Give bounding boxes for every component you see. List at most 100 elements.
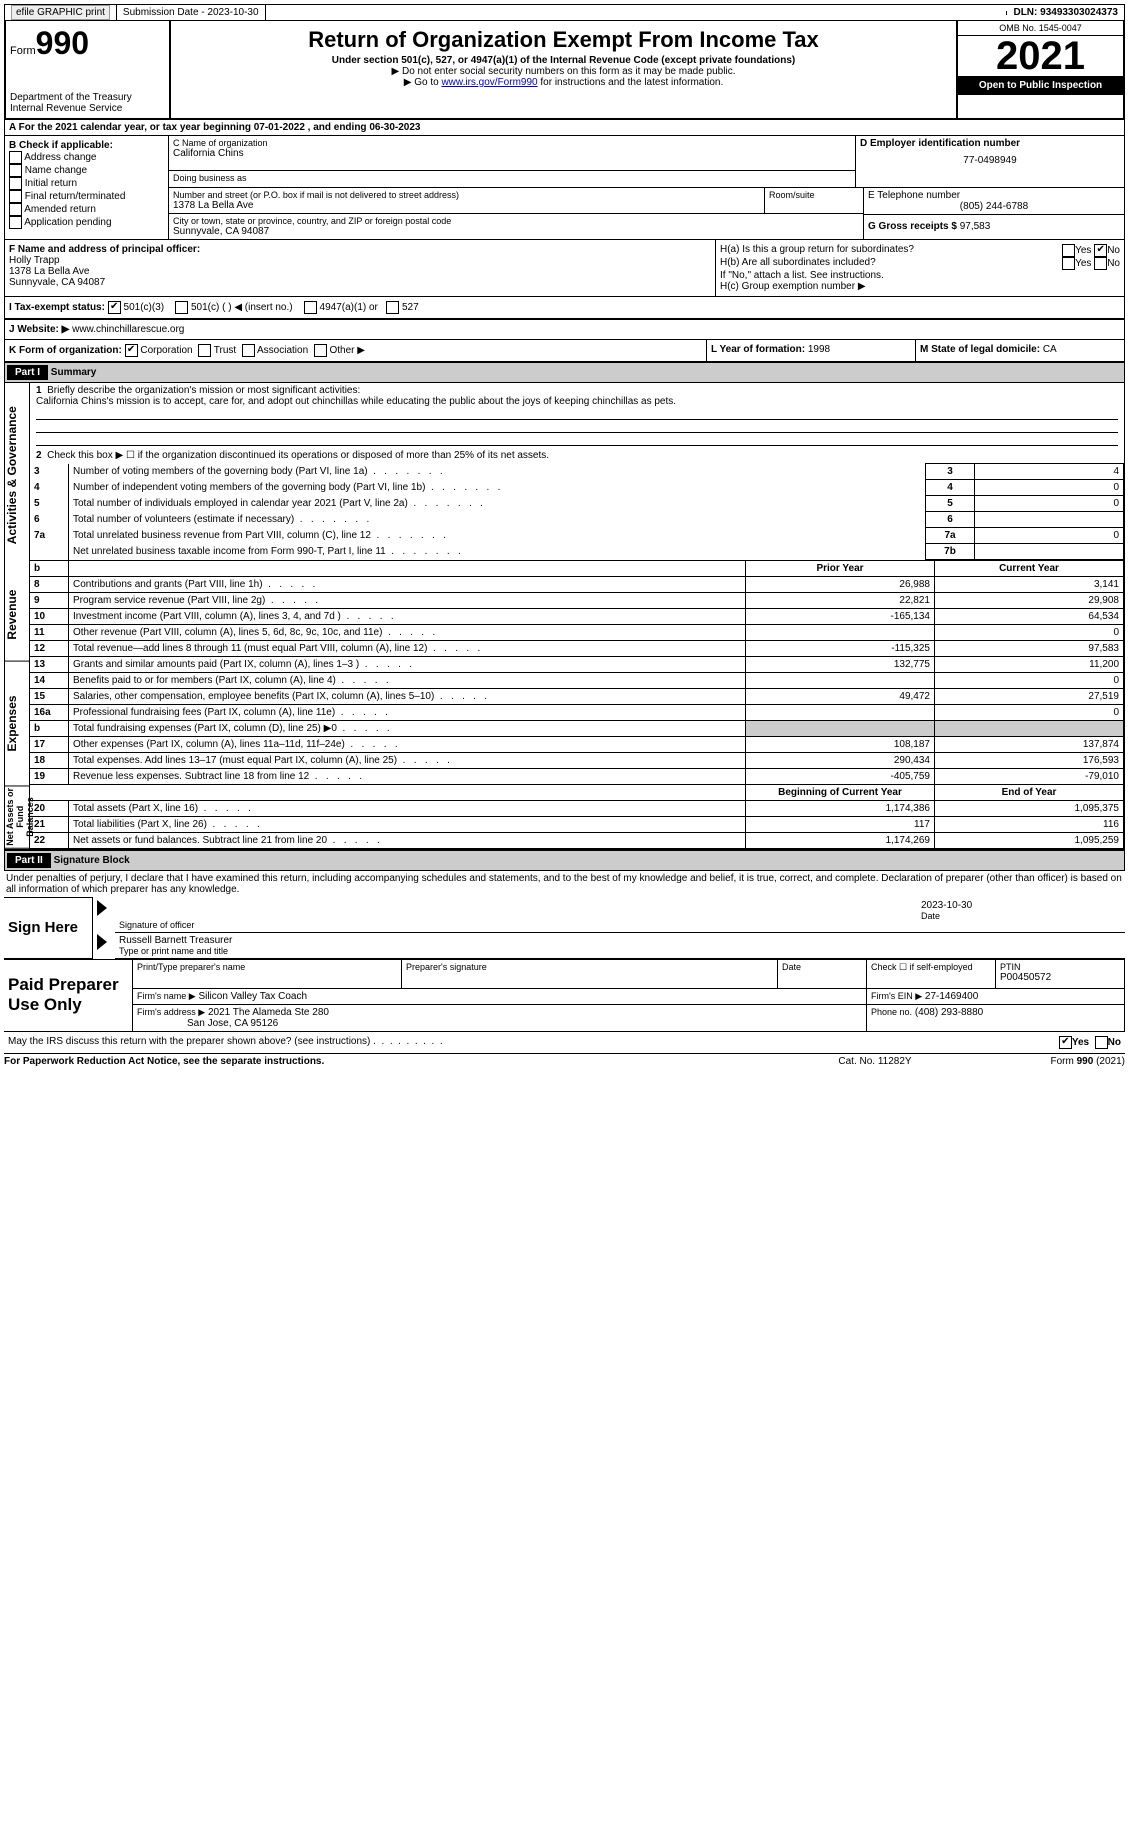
q2: Check this box ▶ ☐ if the organization d…	[47, 450, 549, 461]
q1: Briefly describe the organization's miss…	[47, 385, 360, 396]
addr-label: Number and street (or P.O. box if mail i…	[173, 190, 760, 200]
discuss-yes-checkbox[interactable]: ✔	[1059, 1036, 1072, 1049]
l-label: L Year of formation:	[711, 344, 805, 355]
efile-print-btn[interactable]: efile GRAPHIC print	[11, 5, 110, 20]
sign-here: Sign Here	[4, 898, 93, 959]
org-street: 1378 La Bella Ave	[173, 200, 760, 211]
trust-checkbox[interactable]	[198, 344, 211, 357]
firm-ein: 27-1469400	[925, 991, 978, 1002]
phone: (805) 244-6788	[868, 201, 1120, 212]
discuss-no-checkbox[interactable]	[1095, 1036, 1108, 1049]
mission-text: California Chins's mission is to accept,…	[36, 396, 676, 407]
top-bar: efile GRAPHIC print Submission Date - 20…	[4, 4, 1125, 21]
org-name: California Chins	[173, 148, 851, 159]
officer-printed-label: Type or print name and title	[119, 946, 1121, 956]
city-label: City or town, state or province, country…	[173, 216, 859, 226]
section-c: C Name of organization California Chins …	[169, 136, 1124, 239]
h-c: H(c) Group exemption number ▶	[720, 281, 1120, 292]
c-name-label: C Name of organization	[173, 138, 851, 148]
ha-no-checkbox[interactable]: ✔	[1094, 244, 1107, 257]
firm-addr1: 2021 The Alameda Ste 280	[208, 1007, 329, 1018]
website: www.chinchillarescue.org	[72, 324, 184, 335]
org-city: Sunnyvale, CA 94087	[173, 226, 859, 237]
d-label: D Employer identification number	[860, 138, 1120, 149]
form-subtitle: Under section 501(c), 527, or 4947(a)(1)…	[175, 55, 952, 66]
goto-note: ▶ Go to www.irs.gov/Form990 for instruct…	[175, 77, 952, 88]
part2-header: Part II Signature Block	[4, 850, 1125, 871]
side-activities: Activities & Governance	[5, 383, 29, 568]
paid-preparer: Paid Preparer Use Only	[4, 959, 133, 1031]
f-h-block: F Name and address of principal officer:…	[4, 240, 1125, 297]
h-b: H(b) Are all subordinates included?	[720, 257, 1062, 270]
arrow-icon	[97, 900, 107, 916]
open-to-public: Open to Public Inspection	[958, 76, 1123, 95]
b-checkbox[interactable]	[9, 164, 22, 177]
dba-label: Doing business as	[169, 170, 855, 185]
gross-receipts: 97,583	[960, 221, 991, 232]
submission-date: Submission Date - 2023-10-30	[117, 5, 266, 20]
ptin: P00450572	[1000, 972, 1120, 983]
sig-date: 2023-10-30	[921, 900, 1121, 911]
officer-addr2: Sunnyvale, CA 94087	[9, 277, 711, 288]
firm-name: Silicon Valley Tax Coach	[198, 991, 307, 1002]
firm-addr2: San Jose, CA 95126	[187, 1018, 278, 1029]
discuss-question: May the IRS discuss this return with the…	[8, 1036, 1059, 1049]
officer-printed: Russell Barnett Treasurer	[119, 935, 1121, 946]
part1-header: Part I Summary	[4, 362, 1125, 383]
527-checkbox[interactable]	[386, 301, 399, 314]
ein: 77-0498949	[860, 155, 1120, 166]
state-domicile: CA	[1043, 344, 1057, 355]
form-number: 990	[36, 25, 89, 61]
section-b: B Check if applicable: Address change Na…	[5, 136, 169, 239]
ha-yes-checkbox[interactable]	[1062, 244, 1075, 257]
hb-yes-checkbox[interactable]	[1062, 257, 1075, 270]
b-checkbox[interactable]	[9, 151, 22, 164]
form-footer: Form 990 (2021)	[975, 1056, 1125, 1067]
irs-link[interactable]: www.irs.gov/Form990	[441, 77, 537, 88]
4947-checkbox[interactable]	[304, 301, 317, 314]
ssn-note: ▶ Do not enter social security numbers o…	[175, 66, 952, 77]
hb-no-checkbox[interactable]	[1094, 257, 1107, 270]
b-checkbox[interactable]	[9, 203, 22, 216]
j-label: J Website: ▶	[9, 324, 69, 335]
preparer-table: Paid Preparer Use Only Print/Type prepar…	[4, 959, 1125, 1032]
dept-treasury: Department of the Treasury	[10, 92, 165, 103]
m-label: M State of legal domicile:	[920, 344, 1040, 355]
date-label: Date	[921, 911, 1121, 921]
h-note: If "No," attach a list. See instructions…	[720, 270, 1120, 281]
officer-addr1: 1378 La Bella Ave	[9, 266, 711, 277]
page-footer: For Paperwork Reduction Act Notice, see …	[4, 1054, 1125, 1069]
k-label: K Form of organization:	[9, 345, 122, 356]
year-formation: 1998	[808, 344, 830, 355]
g-label: G Gross receipts $	[868, 221, 957, 232]
part1-body: Activities & Governance Revenue Expenses…	[4, 383, 1125, 850]
corp-checkbox[interactable]: ✔	[125, 344, 138, 357]
firm-phone: (408) 293-8880	[915, 1007, 983, 1018]
side-netassets: Net Assets or Fund Balances	[5, 786, 29, 849]
governance-table: 3Number of voting members of the governi…	[30, 463, 1124, 560]
dln: DLN: 93493303024373	[1007, 5, 1124, 20]
501c-checkbox[interactable]	[175, 301, 188, 314]
side-expenses: Expenses	[5, 662, 29, 786]
b-checkbox[interactable]	[9, 190, 22, 203]
b-checkbox[interactable]	[9, 177, 22, 190]
form-title: Return of Organization Exempt From Incom…	[175, 27, 952, 53]
officer-name: Holly Trapp	[9, 255, 711, 266]
j-block: J Website: ▶ www.chinchillarescue.org	[4, 320, 1125, 340]
b-label: B Check if applicable:	[9, 140, 164, 151]
side-revenue: Revenue	[5, 568, 29, 662]
b-checkbox[interactable]	[9, 216, 22, 229]
signature-table: Sign Here Signature of officer 2023-10-3…	[4, 897, 1125, 959]
form-label: Form	[10, 45, 36, 57]
sig-officer-label: Signature of officer	[119, 920, 913, 930]
assoc-checkbox[interactable]	[242, 344, 255, 357]
irs-label: Internal Revenue Service	[10, 103, 165, 114]
e-label: E Telephone number	[868, 190, 1120, 201]
other-checkbox[interactable]	[314, 344, 327, 357]
501c3-checkbox[interactable]: ✔	[108, 301, 121, 314]
cat-no: Cat. No. 11282Y	[775, 1056, 975, 1067]
self-employed-check[interactable]: Check ☐ if self-employed	[867, 959, 996, 988]
f-label: F Name and address of principal officer:	[9, 244, 711, 255]
declaration: Under penalties of perjury, I declare th…	[4, 871, 1125, 897]
pra-notice: For Paperwork Reduction Act Notice, see …	[4, 1056, 775, 1067]
